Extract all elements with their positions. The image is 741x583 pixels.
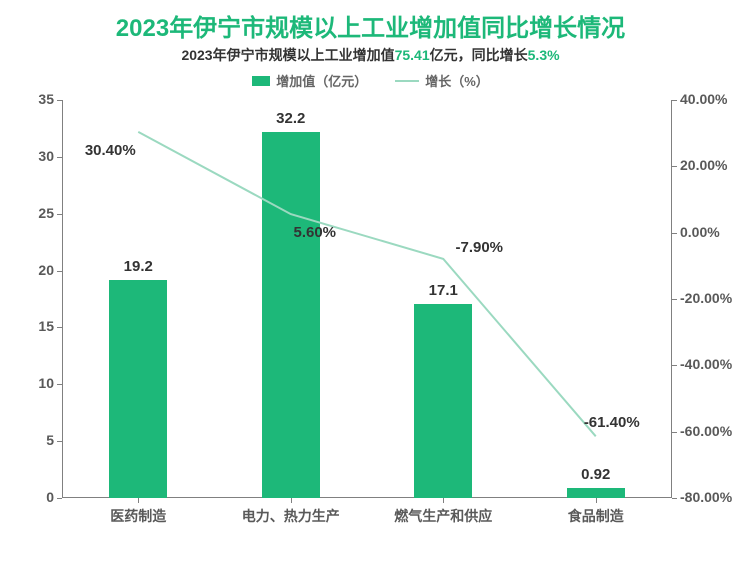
y-left-tick: 10	[8, 375, 54, 391]
y-right-tick-mark	[672, 432, 677, 433]
chart-area: 0 5 10 15 20 25 30 35 40.00% 20.00% 0.00% -20.00% -4…	[0, 90, 741, 550]
y-right-tick: -20.00%	[680, 290, 732, 306]
x-tick: 电力、热力生产	[242, 506, 340, 526]
y-right-tick: -80.00%	[680, 489, 732, 505]
legend-label-line: 增长（%）	[425, 71, 489, 90]
x-tick: 燃气生产和供应	[394, 506, 492, 526]
line-value-label: -61.40%	[584, 414, 640, 431]
y-left-tick: 35	[8, 91, 54, 107]
y-right-tick-mark	[672, 365, 677, 366]
legend-item-line: 增长（%）	[395, 71, 489, 90]
subtitle-value-1: 75.41	[395, 47, 430, 63]
y-right-tick-mark	[672, 299, 677, 300]
y-left-tick: 15	[8, 318, 54, 334]
y-right-tick: -60.00%	[680, 423, 732, 439]
y-left-tick: 5	[8, 432, 54, 448]
legend: 增加值（亿元） 增长（%）	[0, 71, 741, 90]
y-right-tick-mark	[672, 498, 677, 499]
growth-line	[62, 100, 672, 498]
x-tick-mark	[596, 498, 597, 503]
y-right-tick-mark	[672, 100, 677, 101]
y-left-tick-mark	[57, 498, 62, 499]
x-tick-mark	[291, 498, 292, 503]
y-left-tick: 30	[8, 148, 54, 164]
plot-region: 0510152025303540.00%20.00%0.00%-20.00%-4…	[62, 100, 672, 498]
x-tick-mark	[138, 498, 139, 503]
subtitle-mid: 亿元，同比增长	[430, 47, 528, 63]
y-right-tick: 0.00%	[680, 224, 720, 240]
y-left-tick: 20	[8, 262, 54, 278]
chart-subtitle: 2023年伊宁市规模以上工业增加值75.41亿元，同比增长5.3%	[0, 45, 741, 65]
legend-swatch-line	[395, 80, 419, 82]
line-value-label: 5.60%	[293, 224, 336, 241]
subtitle-value-2: 5.3%	[528, 47, 560, 63]
y-right-tick: 20.00%	[680, 157, 727, 173]
legend-item-bar: 增加值（亿元）	[252, 71, 367, 90]
chart-title: 2023年伊宁市规模以上工业增加值同比增长情况	[0, 0, 741, 43]
x-tick-mark	[443, 498, 444, 503]
y-right-tick: 40.00%	[680, 91, 727, 107]
legend-label-bar: 增加值（亿元）	[276, 71, 367, 90]
x-tick: 医药制造	[110, 506, 166, 526]
line-value-label: -7.90%	[455, 239, 503, 256]
line-value-label: 30.40%	[85, 142, 136, 159]
subtitle-prefix: 2023年伊宁市规模以上工业增加值	[181, 47, 394, 63]
legend-swatch-bar	[252, 76, 270, 86]
y-right-tick: -40.00%	[680, 356, 732, 372]
y-right-tick-mark	[672, 166, 677, 167]
y-left-tick: 0	[8, 489, 54, 505]
y-left-tick: 25	[8, 205, 54, 221]
x-tick: 食品制造	[568, 506, 624, 526]
y-right-tick-mark	[672, 233, 677, 234]
